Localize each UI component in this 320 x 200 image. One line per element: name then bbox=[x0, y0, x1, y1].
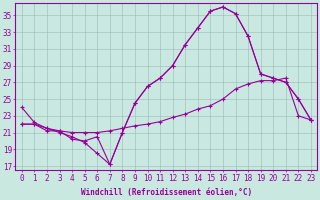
X-axis label: Windchill (Refroidissement éolien,°C): Windchill (Refroidissement éolien,°C) bbox=[81, 188, 252, 197]
